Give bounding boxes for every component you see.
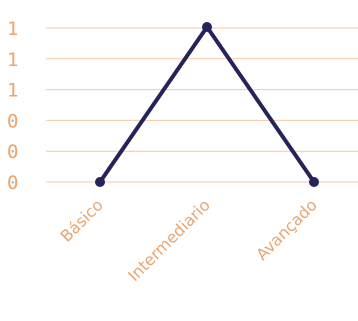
y-tick-label: 0 <box>7 110 18 132</box>
series-line <box>98 25 316 184</box>
x-tick-label: Básico <box>57 195 107 245</box>
x-axis: Básico Intermediario Avançado <box>57 195 321 285</box>
grid-lines <box>46 27 358 183</box>
y-tick-label: 1 <box>7 49 18 71</box>
y-axis: 1 1 1 0 0 0 <box>7 18 18 194</box>
data-point-2 <box>309 177 319 187</box>
data-point-0 <box>95 177 105 187</box>
series-layer <box>95 22 319 187</box>
x-tick-label: Intermediario <box>124 195 214 285</box>
y-tick-label: 0 <box>7 172 18 194</box>
y-tick-label: 0 <box>7 141 18 163</box>
y-tick-label: 1 <box>7 18 18 40</box>
data-point-1 <box>202 22 212 32</box>
y-tick-label: 1 <box>7 80 18 102</box>
x-tick-label: Avançado <box>252 195 321 264</box>
